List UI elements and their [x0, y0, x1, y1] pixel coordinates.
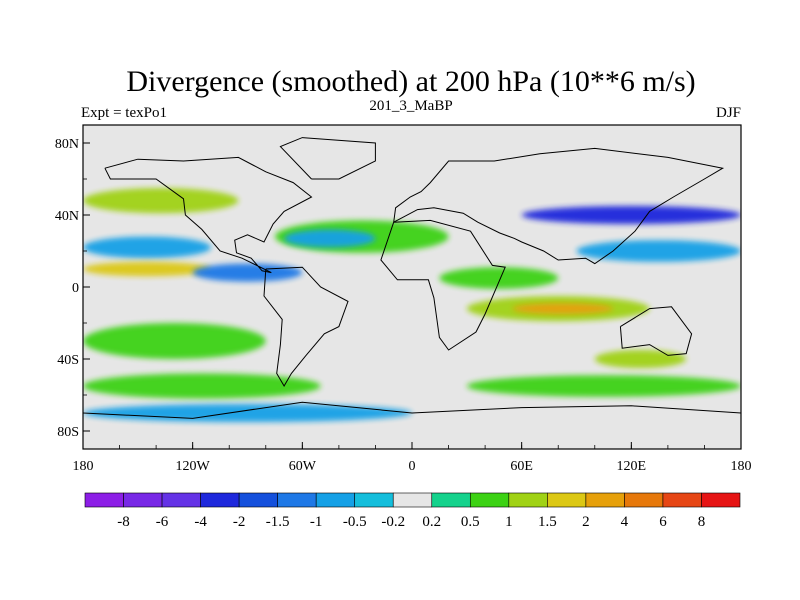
colorbar-swatch [200, 492, 240, 508]
colorbar-label: -6 [156, 514, 169, 530]
coastline [83, 401, 741, 419]
x-tick-label: 180 [73, 459, 94, 474]
field-contour [83, 236, 211, 259]
colorbar-swatch [123, 492, 163, 508]
colorbar-label: -1 [310, 514, 323, 530]
field-contour [439, 267, 559, 289]
x-tick-label: 60E [510, 459, 533, 474]
experiment-label: Expt = texPo1 [81, 105, 167, 121]
colorbar-swatch [585, 492, 625, 508]
colorbar-label: 6 [659, 514, 667, 530]
case-label: 201_3_MaBP [369, 98, 452, 114]
x-tick-label: 180 [731, 459, 752, 474]
colorbar-label: -1.5 [266, 514, 290, 530]
colorbar-swatch [238, 492, 278, 508]
x-tick-label: 60W [289, 459, 317, 474]
field-contour [594, 350, 687, 368]
map-panel: 180 120W 60W 0 60E 120E 180 80N 40N 0 40S 80S [55, 124, 752, 474]
field-contour [83, 323, 266, 359]
colorbar-label: -4 [194, 514, 207, 530]
colorbar-swatch [161, 492, 201, 508]
y-tick-label: 80S [57, 425, 79, 440]
colorbar-swatch [508, 492, 548, 508]
colorbar-swatch [469, 492, 510, 508]
coastline [619, 306, 693, 356]
colorbar-label: -2 [233, 514, 246, 530]
colorbar-swatch [84, 492, 124, 508]
coastlines [83, 137, 741, 419]
coastline [380, 219, 506, 351]
coastline [104, 156, 313, 274]
x-tick-label: 120W [176, 459, 211, 474]
colorbar-swatch [315, 492, 356, 508]
coastline [279, 137, 376, 180]
colorbar-label: 2 [582, 514, 590, 530]
colorbar-label: 1.5 [538, 514, 557, 530]
colorbar-swatch [392, 492, 433, 508]
colorbar-swatch [701, 492, 741, 508]
colorbar-swatch [354, 492, 394, 508]
coastline [263, 266, 349, 387]
field-contour [466, 375, 741, 397]
colorbar-label: -0.5 [343, 514, 367, 530]
field-contour [83, 261, 211, 277]
colorbar-swatch [431, 492, 471, 508]
coastline [393, 147, 725, 265]
colorbar-label: -8 [117, 514, 130, 530]
colorbar-label: -0.2 [381, 514, 405, 530]
figure-title: Divergence (smoothed) at 200 hPa (10**6 … [126, 65, 695, 98]
field-contour [83, 188, 239, 214]
x-tick-label: 0 [409, 459, 416, 474]
map-background [83, 125, 741, 449]
y-tick-label: 80N [55, 137, 79, 152]
colorbar: -8 -6 -4 -2 -1.5 -1 -0.5 -0.2 0.2 0.5 1 1.5 2 4 6 8 [84, 492, 741, 530]
field-contour [521, 206, 741, 224]
colorbar-label: 1 [505, 514, 513, 530]
field-contour [576, 240, 741, 262]
colorbar-swatch [277, 492, 317, 508]
colorbar-swatch [624, 492, 664, 508]
x-tick-label: 120E [617, 459, 647, 474]
field-contour [83, 373, 321, 399]
field-contour [284, 229, 376, 248]
latitude-axis: 80N 40N 0 40S 80S [55, 137, 90, 440]
colorbar-label: 4 [621, 514, 629, 530]
colorbar-label: 8 [698, 514, 706, 530]
longitude-axis: 180 120W 60W 0 60E 120E 180 [73, 442, 752, 474]
colorbar-label: 0.5 [461, 514, 480, 530]
y-tick-label: 40N [55, 209, 79, 224]
y-tick-label: 0 [72, 281, 79, 296]
field-contour [83, 404, 412, 422]
season-label: DJF [716, 105, 741, 121]
field-contour [512, 303, 614, 314]
colorbar-label: 0.2 [422, 514, 441, 530]
y-tick-label: 40S [57, 353, 79, 368]
colorbar-swatch [547, 492, 587, 508]
field-contour [192, 263, 303, 282]
colorbar-swatch [662, 492, 702, 508]
